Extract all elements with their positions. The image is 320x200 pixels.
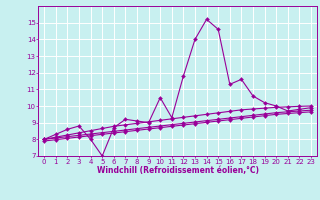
X-axis label: Windchill (Refroidissement éolien,°C): Windchill (Refroidissement éolien,°C) [97, 166, 259, 175]
